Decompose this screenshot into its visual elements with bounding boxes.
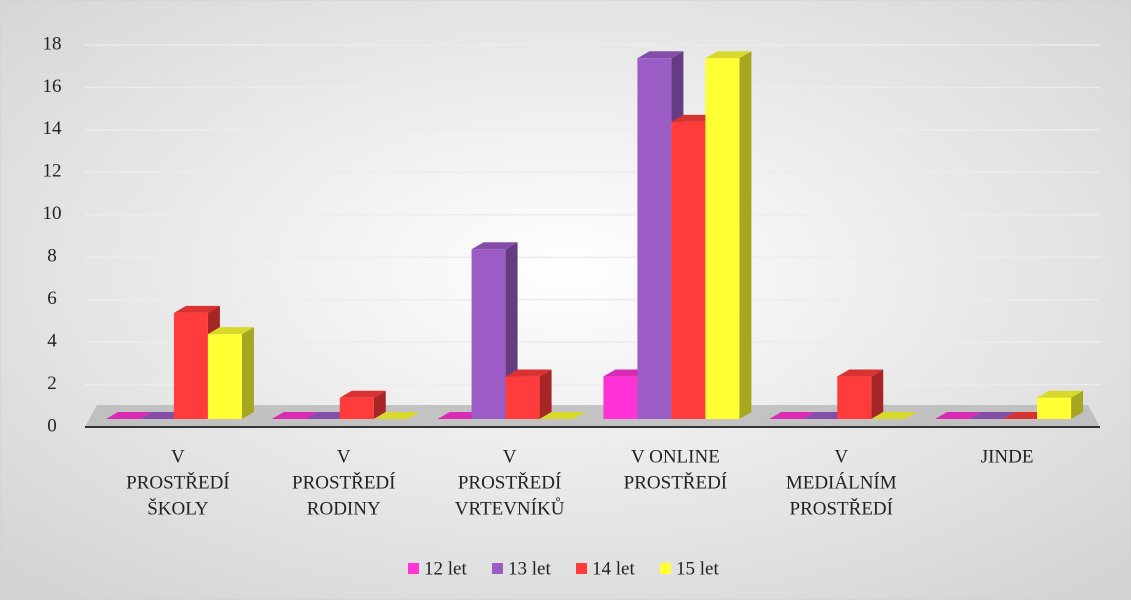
legend-label: 15 let [676, 558, 719, 579]
bar-side [539, 369, 552, 419]
x-tick-label: JINDE [981, 446, 1034, 467]
x-tick-label: RODINY [307, 498, 381, 519]
x-tick-label: PROSTŘEDÍ [458, 471, 561, 493]
bar-top [105, 412, 152, 419]
y-tick-label: 6 [47, 288, 57, 309]
bar [603, 376, 638, 419]
bar-top [837, 369, 884, 377]
legend-swatch [408, 563, 419, 574]
y-tick-label: 10 [43, 203, 62, 224]
bar-side [373, 390, 386, 419]
x-tick-label: MEDIÁLNÍM [786, 471, 897, 493]
legend-label: 12 let [424, 558, 467, 579]
bar [207, 334, 242, 419]
bar [637, 58, 672, 419]
bar-top [173, 305, 220, 313]
bar [173, 312, 208, 419]
y-tick-label: 18 [43, 33, 62, 54]
x-tick-label: PROSTŘEDÍ [624, 471, 727, 493]
bar-top [505, 369, 552, 377]
bar-side [739, 51, 752, 419]
bar-top [339, 390, 386, 398]
bar-top [769, 412, 816, 419]
bar [505, 376, 540, 419]
bar [705, 58, 740, 419]
y-tick-label: 2 [47, 373, 57, 394]
x-tick-label: V ONLINE [631, 446, 720, 467]
x-tick-label: ŠKOLY [147, 497, 209, 519]
bar [339, 397, 374, 419]
x-tick-label: V [171, 446, 185, 467]
bar [671, 121, 706, 419]
y-tick-label: 8 [47, 246, 57, 267]
y-tick-label: 12 [43, 161, 62, 182]
bar-top [637, 51, 684, 59]
bar-top [935, 412, 982, 419]
bar [471, 249, 506, 419]
bar-top [969, 412, 1016, 419]
x-tick-label: VRTEVNÍKŮ [455, 497, 565, 519]
bar-top [207, 327, 254, 335]
bar-side [1071, 390, 1084, 419]
x-tick-label: PROSTŘEDÍ [126, 471, 229, 493]
x-tick-label: PROSTŘEDÍ [790, 497, 893, 519]
x-tick-label: V [503, 446, 517, 467]
y-tick-label: 0 [47, 415, 57, 436]
legend-swatch [492, 563, 503, 574]
legend-swatch [660, 563, 671, 574]
bar [1037, 397, 1072, 419]
bar-top [471, 242, 518, 250]
legend-label: 13 let [508, 558, 551, 579]
bar-top [705, 51, 752, 59]
bar-side [241, 327, 254, 419]
bar [837, 376, 872, 419]
bar-top [1037, 390, 1084, 398]
bar-top [539, 412, 586, 419]
y-tick-label: 4 [47, 330, 57, 351]
bar-top [871, 412, 918, 419]
bar-top [271, 412, 318, 419]
x-tick-label: V [337, 446, 351, 467]
y-tick-label: 14 [43, 118, 63, 139]
y-tick-label: 16 [43, 76, 62, 97]
legend-label: 14 let [592, 558, 635, 579]
x-tick-label: V [834, 446, 848, 467]
bar-top [373, 412, 420, 419]
x-tick-label: PROSTŘEDÍ [292, 471, 395, 493]
bar-side [871, 369, 884, 419]
legend-swatch [576, 563, 587, 574]
